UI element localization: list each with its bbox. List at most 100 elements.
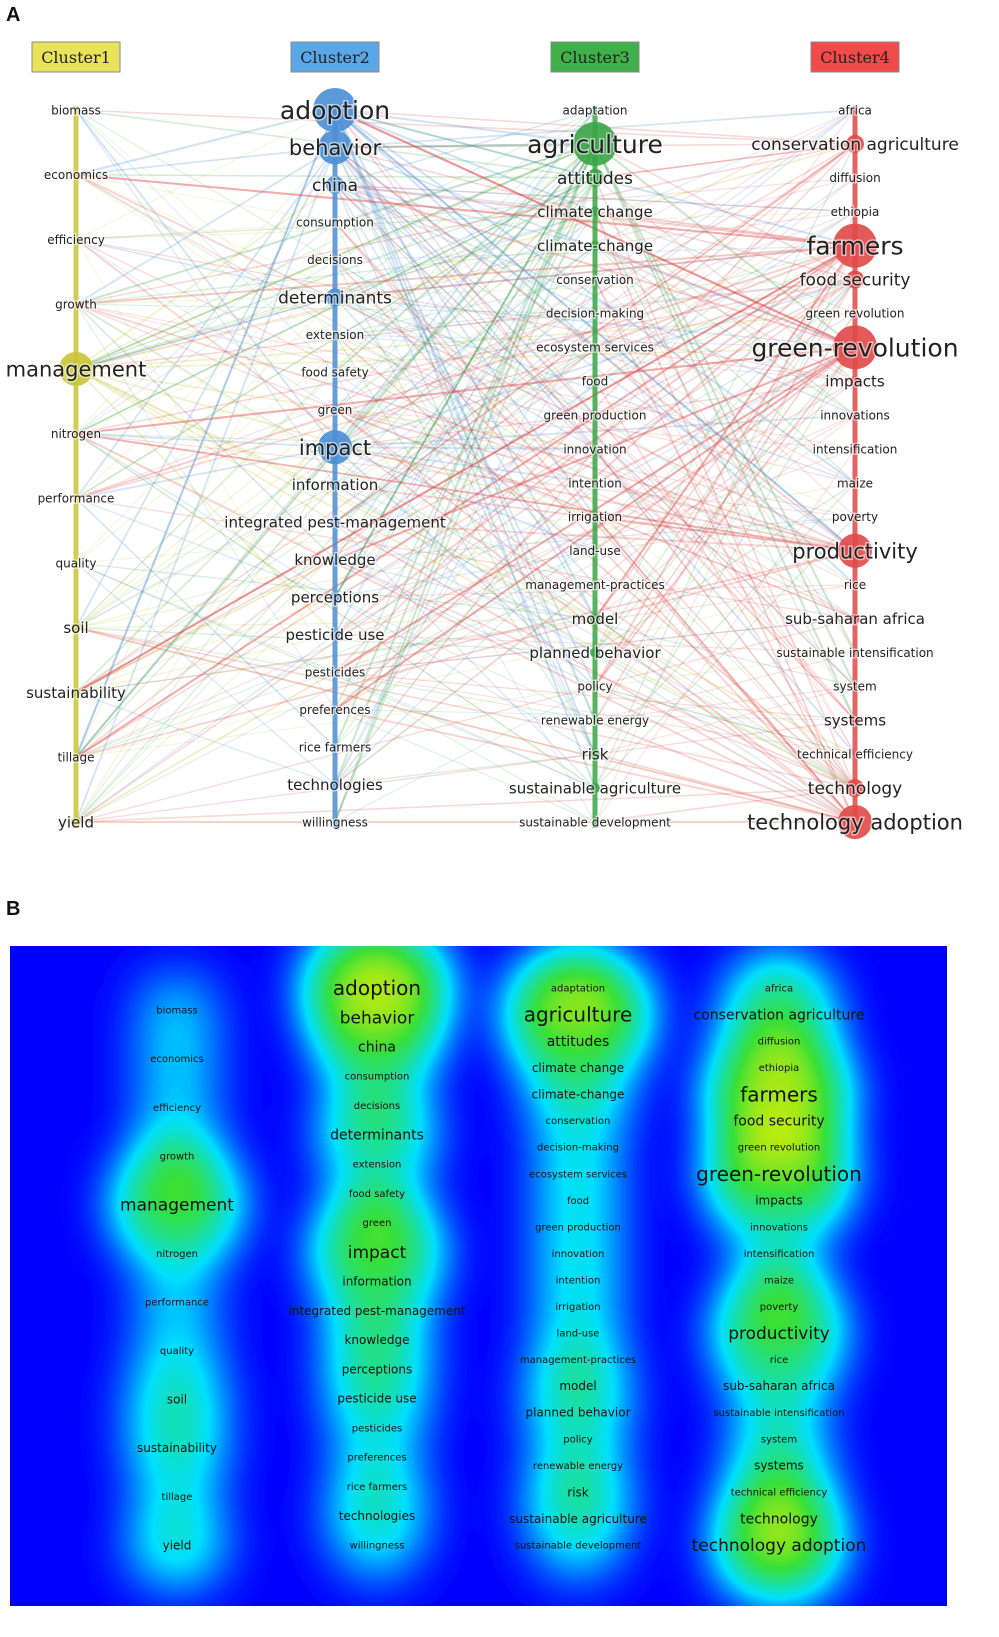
link-line [594, 143, 856, 281]
node-label-green: green [318, 403, 353, 417]
heat-label-sub-saharan-africa: sub-saharan africa [723, 1379, 835, 1393]
link-line [75, 278, 856, 823]
link-line [594, 346, 856, 382]
link-line [75, 244, 856, 694]
link-line [75, 371, 336, 629]
link-line [75, 245, 856, 305]
link-line [334, 177, 596, 823]
link-line [594, 143, 856, 721]
link-line [75, 109, 856, 789]
link-line [75, 651, 856, 758]
heat-label-food-safety: food safety [349, 1189, 405, 1200]
link-line [594, 347, 856, 721]
link-line [594, 245, 856, 620]
node-label-technical-efficiency: technical efficiency [797, 748, 913, 762]
link-line [594, 143, 856, 349]
heat-label-sustainable-agriculture: sustainable agriculture [509, 1512, 647, 1526]
cluster-header-label: Cluster3 [560, 48, 630, 67]
link-line [75, 296, 336, 370]
link-line [594, 719, 856, 823]
link-line [75, 238, 856, 620]
link-line [334, 143, 596, 598]
link-line [334, 671, 596, 789]
node-label-systems: systems [824, 712, 886, 730]
link-line [75, 303, 336, 561]
link-line [75, 432, 336, 449]
node-label-sustainable-agriculture: sustainable agriculture [509, 779, 681, 797]
link-lines [75, 108, 856, 823]
link-line [594, 482, 856, 552]
node-label-land-use: land-use [569, 544, 620, 558]
link-line [75, 719, 856, 823]
link-line [334, 146, 596, 416]
heat-label-consumption: consumption [345, 1072, 410, 1083]
link-line [594, 109, 856, 247]
link-line [334, 550, 596, 598]
link-line [75, 671, 336, 823]
link-line [594, 177, 856, 382]
link-line [594, 448, 856, 823]
link-line [594, 245, 856, 823]
link-line [334, 312, 596, 373]
heat-label-system: system [761, 1435, 797, 1446]
link-line [75, 244, 856, 694]
node-tillage [74, 755, 78, 760]
node-label-poverty: poverty [832, 510, 878, 524]
link-line [75, 244, 856, 694]
node-label-extension: extension [306, 328, 365, 342]
node-technical-efficiency [853, 752, 857, 757]
link-line [334, 109, 596, 620]
heat-label-climate-change: climate change [532, 1061, 624, 1075]
heat-label-irrigation: irrigation [555, 1302, 600, 1313]
link-line [594, 279, 856, 552]
link-line [334, 346, 596, 486]
link-line [594, 177, 856, 382]
cluster-4-column: Cluster4 africa conservation agriculture di… [746, 41, 964, 839]
node-label-climate-change: climate change [537, 203, 652, 221]
link-line [334, 211, 596, 411]
link-line [75, 211, 856, 629]
link-line [594, 618, 856, 789]
link-line [334, 446, 596, 484]
link-line [594, 414, 856, 619]
heat-label-tillage: tillage [162, 1492, 193, 1503]
node-rice-farmers [333, 745, 337, 750]
node-label-rice: rice [844, 578, 866, 592]
heat-label-technology: technology [740, 1512, 818, 1528]
link-line [75, 446, 336, 500]
node-label-agriculture: agriculture [527, 130, 663, 159]
node-irrigation [593, 514, 597, 519]
node-quality [74, 561, 78, 566]
node-label-management: management [6, 357, 147, 381]
link-line [75, 109, 856, 145]
heat-label-management-practices: management-practices [520, 1355, 636, 1366]
link-line [334, 143, 596, 261]
link-line [334, 184, 596, 315]
link-line [594, 211, 856, 315]
link-line [594, 313, 856, 755]
link-line [334, 371, 596, 552]
link-line [594, 347, 856, 789]
heat-label-productivity: productivity [728, 1324, 830, 1344]
cluster-network-panel: Cluster1 biomass economics efficiency growth… [4, 41, 964, 839]
node-information [330, 479, 340, 490]
heat-label-rice-farmers: rice farmers [347, 1482, 408, 1493]
node-impact [318, 430, 352, 465]
node-label-diffusion: diffusion [829, 171, 880, 185]
node-label-rice-farmers: rice farmers [299, 740, 372, 754]
heat-label-impact: impact [348, 1243, 407, 1263]
node-management [59, 351, 93, 386]
node-maize [853, 480, 857, 485]
node-label-growth: growth [55, 298, 97, 312]
heat-label-adaptation: adaptation [551, 984, 605, 995]
link-line [594, 245, 856, 620]
link-line [334, 109, 596, 789]
link-line [334, 109, 596, 823]
link-line [75, 627, 856, 823]
node-performance [74, 496, 78, 501]
link-line [334, 143, 596, 598]
link-line [594, 787, 856, 823]
link-line [334, 372, 596, 823]
node-label-conservation: conservation [556, 273, 634, 287]
link-line [75, 211, 856, 499]
